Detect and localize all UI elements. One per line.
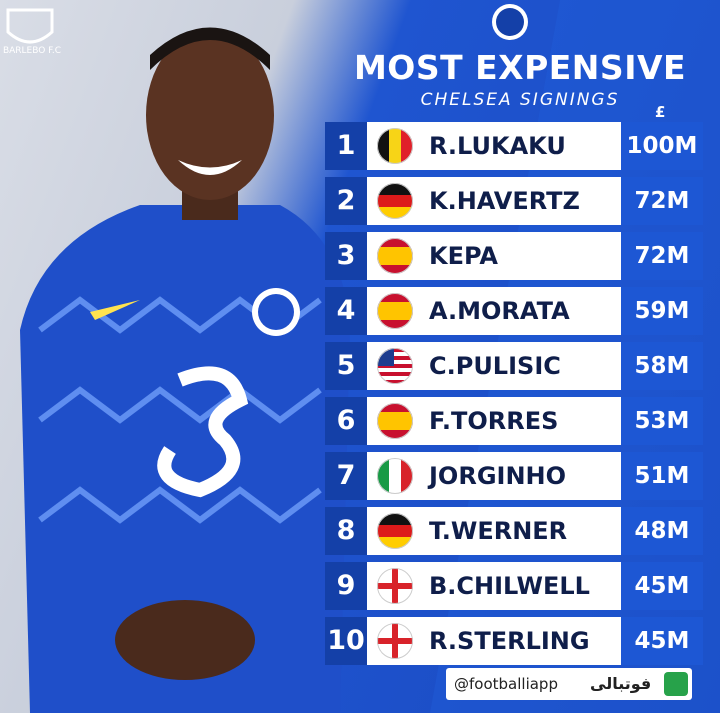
fee: 72M [621, 177, 703, 225]
row: 8 T.WERNER 48M [325, 507, 703, 555]
row: 10 R.STERLING 45M [325, 617, 703, 665]
rank: 6 [325, 397, 367, 445]
player-name: C.PULISIC [429, 352, 561, 380]
name-cell: K.HAVERTZ [367, 177, 621, 225]
fee: 72M [621, 232, 703, 280]
row: 6 F.TORRES 53M [325, 397, 703, 445]
row: 1 R.LUKAKU 100M [325, 122, 703, 170]
fee: 45M [621, 617, 703, 665]
name-cell: R.STERLING [367, 617, 621, 665]
handle: @footballiapp [454, 675, 558, 693]
rank: 3 [325, 232, 367, 280]
flag [377, 348, 413, 384]
fee: 48M [621, 507, 703, 555]
player-name: F.TORRES [429, 407, 559, 435]
subtitle: CHELSEA SIGNINGS [420, 90, 620, 110]
badge-shield [6, 8, 54, 44]
player-name: T.WERNER [429, 517, 568, 545]
player-name: JORGINHO [429, 462, 567, 490]
rank: 7 [325, 452, 367, 500]
name-cell: A.MORATA [367, 287, 621, 335]
name-cell: JORGINHO [367, 452, 621, 500]
row: 4 A.MORATA 59M [325, 287, 703, 335]
row: 7 JORGINHO 51M [325, 452, 703, 500]
fee: 51M [621, 452, 703, 500]
name-cell: C.PULISIC [367, 342, 621, 390]
fee: 53M [621, 397, 703, 445]
rank: 1 [325, 122, 367, 170]
flag [377, 238, 413, 274]
rank: 2 [325, 177, 367, 225]
player-name: A.MORATA [429, 297, 570, 325]
rank: 4 [325, 287, 367, 335]
club-crest [492, 4, 528, 40]
flag [377, 183, 413, 219]
rank: 9 [325, 562, 367, 610]
flag [377, 623, 413, 659]
name-cell: T.WERNER [367, 507, 621, 555]
footer: @footballiapp فوتبالی [446, 668, 692, 700]
brand: فوتبالی [590, 674, 652, 693]
row: 5 C.PULISIC 58M [325, 342, 703, 390]
row: 2 K.HAVERTZ 72M [325, 177, 703, 225]
row: 3 KEPA 72M [325, 232, 703, 280]
player-name: B.CHILWELL [429, 572, 590, 600]
flag [377, 293, 413, 329]
fee: 58M [621, 342, 703, 390]
flag [377, 458, 413, 494]
fee: 45M [621, 562, 703, 610]
name-cell: B.CHILWELL [367, 562, 621, 610]
rank: 10 [325, 617, 367, 665]
player-name: KEPA [429, 242, 498, 270]
name-cell: R.LUKAKU [367, 122, 621, 170]
fee: 100M [621, 122, 703, 170]
name-cell: KEPA [367, 232, 621, 280]
flag [377, 568, 413, 604]
fee: 59M [621, 287, 703, 335]
row: 9 B.CHILWELL 45M [325, 562, 703, 610]
title: MOST EXPENSIVE [353, 48, 687, 87]
app-icon [664, 672, 688, 696]
player-name: R.STERLING [429, 627, 590, 655]
rank: 5 [325, 342, 367, 390]
currency: £ [655, 103, 666, 121]
name-cell: F.TORRES [367, 397, 621, 445]
flag [377, 128, 413, 164]
player-name: K.HAVERTZ [429, 187, 580, 215]
badge-label: BARLEBO F.C [2, 46, 62, 56]
flag [377, 513, 413, 549]
player [20, 27, 350, 713]
rank: 8 [325, 507, 367, 555]
player-name: R.LUKAKU [429, 132, 566, 160]
flag [377, 403, 413, 439]
